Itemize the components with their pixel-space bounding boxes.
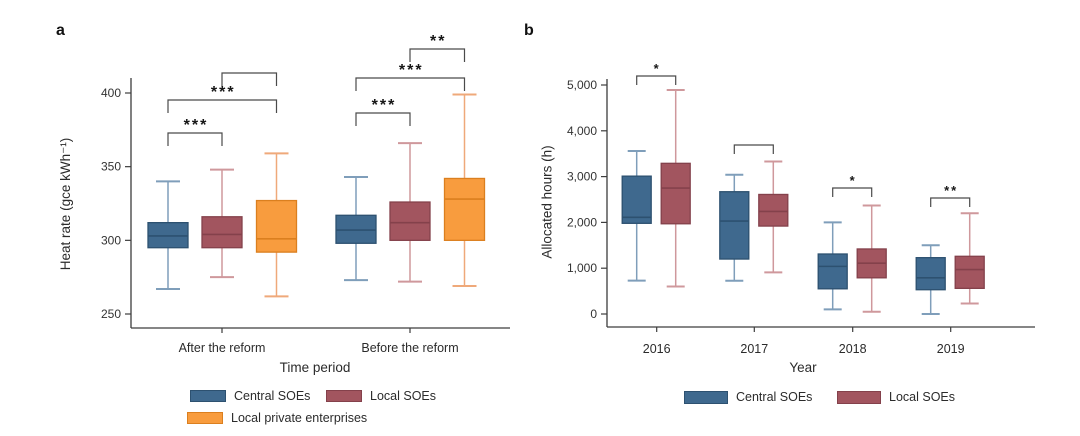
significance-label: *** bbox=[399, 62, 424, 79]
significance-bracket bbox=[636, 75, 677, 85]
box bbox=[621, 175, 652, 224]
y-tick-label: 2,000 bbox=[567, 215, 597, 229]
significance-bracket bbox=[832, 187, 873, 197]
significance-bracket bbox=[355, 77, 466, 91]
legend-label-local-soes-a: Local SOEs bbox=[370, 389, 437, 403]
significance-label: ** bbox=[430, 33, 446, 50]
box bbox=[660, 162, 691, 225]
significance-bracket bbox=[733, 144, 774, 154]
significance-bracket bbox=[930, 197, 971, 207]
y-tick-label: 350 bbox=[101, 160, 121, 174]
panel-a-label: a bbox=[56, 22, 65, 39]
category-label: Before the reform bbox=[361, 341, 458, 355]
significance-label: * bbox=[850, 173, 857, 188]
legend-swatch-local-private-a bbox=[187, 412, 223, 424]
panel-b-x-axis-title: Year bbox=[789, 360, 817, 375]
significance-label: ** bbox=[944, 183, 958, 198]
legend-item-central-soes-b: Central SOEs bbox=[684, 390, 812, 404]
panel-a-y-axis-title: Heat rate (gce kWh⁻¹) bbox=[58, 137, 73, 271]
legend-label-central-soes-a: Central SOEs bbox=[234, 389, 311, 403]
legend-label-central-soes-b: Central SOEs bbox=[736, 390, 813, 404]
panel-a-x-axis-title: Time period bbox=[279, 360, 351, 375]
box bbox=[443, 177, 486, 241]
box bbox=[954, 255, 985, 290]
panel-b-label: b bbox=[524, 22, 534, 39]
significance-bracket bbox=[355, 112, 411, 126]
legend-item-local-soes-b: Local SOEs bbox=[837, 390, 955, 404]
y-tick-label: 400 bbox=[101, 86, 121, 100]
category-label: 2019 bbox=[937, 342, 965, 356]
y-tick-label: 1,000 bbox=[567, 261, 597, 275]
category-label: 2018 bbox=[839, 342, 867, 356]
category-label: 2016 bbox=[643, 342, 671, 356]
significance-label: *** bbox=[211, 84, 236, 101]
significance-bracket bbox=[167, 99, 278, 113]
panel-a-chart: 250 300 350 400 After the reform Before the r… bbox=[101, 33, 510, 355]
panel-b-y-axis-title: Allocated hours (h) bbox=[539, 145, 555, 259]
significance-bracket bbox=[409, 48, 466, 62]
box bbox=[201, 216, 243, 249]
significance-label: * bbox=[654, 61, 661, 76]
y-tick-label: 3,000 bbox=[567, 170, 597, 184]
box bbox=[719, 191, 750, 260]
y-tick-label: 0 bbox=[590, 307, 597, 321]
y-tick-label: 5,000 bbox=[567, 78, 597, 92]
significance-label: *** bbox=[184, 117, 209, 134]
y-tick-label: 4,000 bbox=[567, 124, 597, 138]
legend-item-local-private-a: Local private enterprises bbox=[187, 411, 367, 425]
legend-label-local-soes-b: Local SOEs bbox=[889, 390, 956, 404]
panel-b-chart: 0 1,000 2,000 3,000 4,000 5,000 2016 2017 2018 20… bbox=[567, 61, 1035, 356]
box bbox=[915, 257, 946, 291]
legend-swatch-local-soes-b bbox=[837, 390, 881, 404]
significance-bracket bbox=[167, 132, 223, 146]
significance-bracket bbox=[221, 72, 278, 86]
box bbox=[758, 193, 789, 227]
significance-label: *** bbox=[372, 97, 397, 114]
box bbox=[389, 201, 431, 241]
box bbox=[817, 253, 848, 290]
legend-swatch-central-soes-b bbox=[684, 390, 728, 404]
y-tick-label: 250 bbox=[101, 307, 121, 321]
legend-swatch-local-soes-a bbox=[326, 390, 362, 402]
box bbox=[255, 199, 298, 253]
legend-label-local-private-a: Local private enterprises bbox=[231, 411, 368, 425]
y-tick-label: 300 bbox=[101, 233, 121, 247]
category-label: 2017 bbox=[740, 342, 768, 356]
legend-swatch-central-soes-a bbox=[190, 390, 226, 402]
legend-item-central-soes-a: Central SOEs bbox=[190, 389, 310, 403]
category-label: After the reform bbox=[179, 341, 266, 355]
legend-item-local-soes-a: Local SOEs bbox=[326, 389, 436, 403]
